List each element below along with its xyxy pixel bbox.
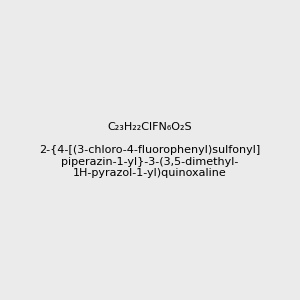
Text: C₂₃H₂₂ClFN₆O₂S

2-{4-[(3-chloro-4-fluorophenyl)sulfonyl]
piperazin-1-yl}-3-(3,5-: C₂₃H₂₂ClFN₆O₂S 2-{4-[(3-chloro-4-fluorop… — [39, 122, 261, 178]
